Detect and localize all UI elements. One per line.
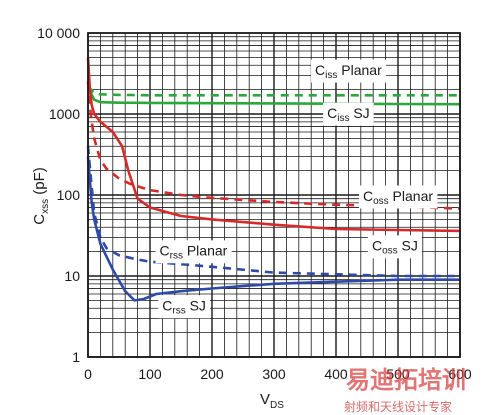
curve-label-text: Coss Planar	[363, 188, 433, 207]
watermark-sub: 射频和天线设计专家	[344, 399, 452, 414]
x-tick-label: 600	[448, 366, 472, 382]
curve-label-ciss-planar: Ciss Planar	[311, 59, 387, 83]
curve-label-coss-planar: Coss Planar	[358, 185, 438, 209]
y-axis-label-sub: xss	[40, 199, 51, 214]
x-tick-label: 100	[138, 366, 162, 382]
x-axis-label: VDS	[260, 391, 284, 411]
curve-label-text: Crss SJ	[162, 297, 206, 316]
curve-label-sub: iss	[337, 113, 349, 124]
x-axis-label-sub: DS	[270, 400, 284, 411]
y-tick-label: 100	[57, 187, 81, 203]
curve-label-rest: SJ	[349, 105, 369, 121]
y-tick-label: 10	[64, 268, 80, 284]
series-line-crss-sj	[86, 156, 460, 302]
curve-label-bg	[367, 235, 422, 259]
curve-label-text: Crss Planar	[159, 242, 227, 261]
curve-label-text: Ciss Planar	[315, 62, 382, 81]
y-axis-label-main: C	[31, 214, 48, 225]
curve-label-rest: Planar	[183, 242, 228, 258]
tick-labels: 0 100 200 300 400 500 600 1 10 100 1000 10 000	[37, 25, 472, 382]
curve-label-bg	[155, 240, 232, 264]
y-tick-label: 10 000	[37, 25, 80, 41]
curve-label-main: C	[327, 105, 337, 121]
x-tick-label: 300	[262, 366, 286, 382]
curve-label-ciss-sj: Ciss SJ	[323, 102, 374, 126]
curve-label-crss-sj: Crss SJ	[158, 295, 210, 319]
x-tick-label: 0	[84, 366, 92, 382]
series-line-coss-planar	[86, 81, 461, 210]
curve-label-main: C	[162, 297, 172, 313]
x-tick-label: 500	[386, 366, 410, 382]
curve-label-main: C	[363, 188, 373, 204]
curve-label-crss-planar: Crss Planar	[155, 240, 232, 264]
y-tick-label: 1	[72, 349, 80, 365]
x-tick-label: 400	[324, 366, 348, 382]
curve-label-sub: rss	[172, 305, 185, 316]
curve-label-bg	[158, 295, 210, 319]
x-axis-label-main: V	[260, 391, 270, 408]
curve-label-rest: Planar	[389, 188, 434, 204]
curve-label-main: C	[159, 242, 169, 258]
curve-label-text: Ciss SJ	[327, 105, 370, 124]
curve-label-rest: SJ	[186, 297, 206, 313]
curve-label-coss-sj: Coss SJ	[367, 235, 422, 259]
y-axis-label: Cxss (pF)	[31, 167, 51, 225]
curve-label-rest: SJ	[398, 237, 418, 253]
curve-label-text: Coss SJ	[372, 237, 418, 256]
curve-label-sub: iss	[325, 70, 337, 81]
curve-label-main: C	[315, 62, 325, 78]
series-line-ciss-planar	[87, 85, 460, 97]
curve-label-bg	[358, 185, 438, 209]
x-tick-label: 200	[200, 366, 224, 382]
y-tick-label: 1000	[49, 106, 80, 122]
curve-label-sub: rss	[170, 250, 183, 261]
curve-label-sub: oss	[382, 245, 398, 256]
y-axis-label-suffix: (pF)	[31, 167, 48, 199]
curve-label-bg	[323, 102, 374, 126]
plot-frame	[87, 32, 461, 358]
watermark: 易迪拓培训 射频和天线设计专家	[344, 366, 466, 414]
curve-label-main: C	[372, 237, 382, 253]
curve-label-sub: oss	[373, 195, 389, 206]
curve-label-rest: Planar	[337, 62, 382, 78]
series-line-coss-sj	[86, 57, 461, 233]
curve-label-bg	[311, 59, 387, 83]
series-line-crss-planar	[86, 146, 460, 278]
watermark-main: 易迪拓培训	[346, 366, 466, 394]
curves	[86, 57, 461, 302]
